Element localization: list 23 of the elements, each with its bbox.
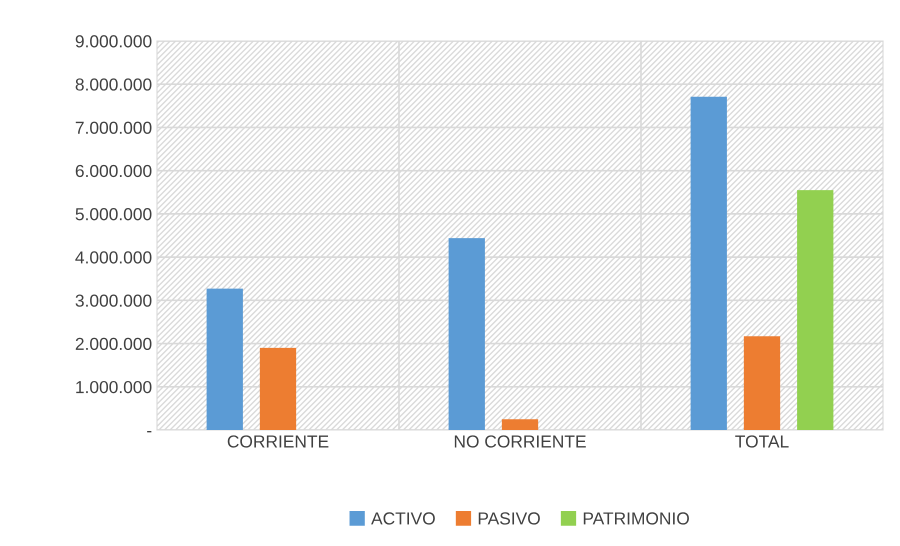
bar — [690, 96, 727, 430]
bar — [744, 336, 780, 430]
y-tick-label: 9.000.000 — [76, 35, 152, 48]
y-tick-label: 8.000.000 — [76, 78, 152, 91]
legend-label: PATRIMONIO — [584, 512, 689, 525]
y-tick-label: 1.000.000 — [76, 380, 152, 394]
bar — [260, 348, 296, 430]
x-tick-label: CORRIENTE — [228, 435, 328, 448]
y-tick-label: - — [147, 431, 152, 432]
y-tick-label: 4.000.000 — [75, 251, 152, 264]
y-tick-label: 5.000.000 — [76, 208, 152, 220]
x-tick-label: TOTAL — [735, 435, 789, 448]
bar — [502, 419, 538, 430]
y-tick-label: 7.000.000 — [76, 122, 152, 134]
bar — [797, 190, 834, 430]
x-tick-label: NO CORRIENTE — [454, 435, 586, 448]
bar — [448, 238, 485, 430]
y-tick-label: 2.000.000 — [76, 338, 152, 350]
legend-label: PASIVO — [478, 512, 540, 525]
y-tick-label: 3.000.000 — [76, 294, 152, 307]
legend-label: ACTIVO — [371, 512, 435, 525]
y-tick-label: 6.000.000 — [76, 164, 152, 178]
bar — [206, 288, 243, 430]
